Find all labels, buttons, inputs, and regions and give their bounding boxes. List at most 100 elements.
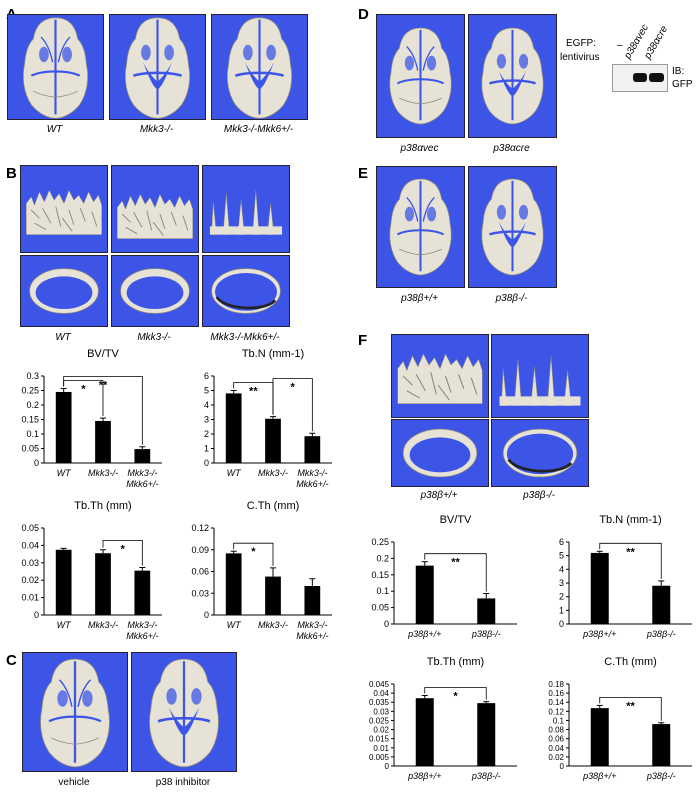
y-tick-label: 0	[34, 610, 39, 620]
y-tick-label: 0.16	[548, 689, 564, 698]
y-tick-label: 0	[204, 610, 209, 620]
panel-f-letter: F	[358, 332, 368, 349]
panel-d-image-cre	[468, 14, 557, 138]
chart-f-tbth: Tb.Th (mm)00.0050.010.0150.020.0250.030.…	[369, 656, 517, 781]
y-tick-label: 0.2	[376, 553, 389, 563]
panel-d-caption-vec: p38αvec	[400, 143, 439, 154]
panel-f-cortical-ko	[491, 419, 589, 487]
panel-a-caption-mkk3: Mkk3-/-	[139, 124, 174, 135]
panel-f-cortical-wt	[391, 419, 489, 487]
y-tick-label: 0.15	[371, 570, 389, 580]
panel-c-image-vehicle	[22, 652, 128, 772]
significance-bracket	[424, 687, 487, 700]
y-tick-label: 6	[559, 537, 564, 547]
y-tick-label: 0	[560, 762, 565, 771]
chart-b-tbth: Tb.Th (mm) 0 0.01 0.02 0.03 0.04 0.05 WT Mkk3-/-…	[21, 500, 162, 641]
panel-b-caption-mkk3-mkk6: Mkk3-/-Mkk6+/-	[210, 332, 280, 343]
panel-b-cortical-mkk3-mkk6	[202, 255, 290, 327]
y-tick-label: 3	[204, 415, 209, 425]
x-tick-label: Mkk3-/-	[88, 620, 118, 630]
y-tick-label: 0.14	[548, 698, 564, 707]
panel-f-trabecular-wt	[391, 334, 489, 418]
panel-b-trabecular-mkk3-mkk6	[202, 165, 290, 253]
panel-b-trabecular-mkk3	[111, 165, 199, 253]
blot-ib-label-1: IB:	[672, 66, 685, 77]
bar	[304, 586, 321, 615]
chart-f-cth: C.Th (mm)00.020.040.060.080.10.120.140.1…	[548, 656, 692, 781]
chart-b-cth: C.Th (mm) 0 0.03 0.06 0.09 0.12 WT Mkk3-/- Mkk3-…	[191, 500, 332, 641]
y-tick-label: 0.06	[548, 735, 564, 744]
significance-bracket	[272, 378, 313, 432]
bar	[652, 724, 671, 766]
panel-a-image-mkk3	[109, 14, 206, 120]
y-tick-label: 0	[559, 619, 564, 629]
y-tick-label: 2	[204, 429, 209, 439]
significance-bracket	[599, 697, 662, 721]
blot-band-cre	[649, 73, 664, 82]
y-tick-label: 0.01	[21, 593, 39, 603]
significance-label: *	[291, 382, 296, 394]
bar	[134, 449, 151, 463]
x-tick-label: Mkk6+/-	[296, 631, 328, 641]
y-tick-label: 0.08	[548, 726, 564, 735]
x-tick-label: p38β-/-	[471, 629, 501, 639]
y-tick-label: 0.25	[371, 537, 389, 547]
x-tick-label: p38β-/-	[646, 771, 676, 781]
x-tick-label: WT	[227, 620, 242, 630]
y-tick-label: 0.04	[373, 689, 389, 698]
bar	[304, 436, 321, 463]
x-tick-label: WT	[57, 468, 72, 478]
y-tick-label: 0.09	[191, 545, 209, 555]
panel-a-caption-mkk3-mkk6: Mkk3-/-Mkk6+/-	[223, 124, 294, 135]
bar	[590, 552, 609, 624]
x-tick-label: p38β+/+	[407, 629, 441, 639]
y-tick-label: 0.035	[369, 698, 390, 707]
blot-membrane	[612, 64, 668, 92]
significance-bracket	[63, 376, 143, 445]
significance-label: **	[99, 379, 108, 391]
y-tick-label: 0.12	[191, 523, 209, 533]
y-tick-label: 0.03	[191, 588, 209, 598]
x-tick-label: Mkk3-/-	[258, 620, 288, 630]
significance-label: *	[453, 690, 458, 702]
bar	[225, 393, 242, 463]
y-tick-label: 6	[204, 371, 209, 381]
chart-f-bvtv: BV/TV 0 0.05 0.1 0.15 0.2 0.25 p38β+/+ p38β-/- **	[371, 514, 517, 639]
y-tick-label: 4	[559, 564, 564, 574]
x-tick-label: Mkk3-/-	[297, 620, 327, 630]
panel-a-caption-wt: WT	[46, 124, 63, 135]
y-tick-label: 0.05	[371, 603, 389, 613]
chart-title: C.Th (mm)	[604, 656, 657, 668]
significance-label: *	[81, 383, 86, 395]
y-tick-label: 0.06	[191, 567, 209, 577]
x-tick-label: Mkk3-/-	[88, 468, 118, 478]
bar	[134, 570, 151, 615]
panel-f-trabecular-ko	[491, 334, 589, 418]
chart-title: Tb.N (mm-1)	[599, 514, 661, 526]
significance-bracket	[102, 539, 143, 566]
y-tick-label: 0	[384, 619, 389, 629]
panel-b-caption-wt: WT	[55, 332, 71, 343]
x-tick-label: Mkk6+/-	[126, 479, 158, 489]
bar	[415, 698, 434, 766]
chart-title: BV/TV	[440, 514, 472, 526]
y-tick-label: 0.05	[21, 444, 39, 454]
panel-e-image-wt	[376, 166, 465, 288]
chart-f-tbn: Tb.N (mm-1) 0 1 2 3 4 5 6 p38β+/+ p38β-/- **	[559, 514, 692, 639]
y-tick-label: 3	[559, 578, 564, 588]
x-tick-label: Mkk6+/-	[296, 479, 328, 489]
significance-label: *	[251, 546, 256, 558]
bar	[55, 549, 72, 615]
chart-title: Tb.Th (mm)	[74, 500, 131, 512]
x-tick-label: Mkk3-/-	[127, 620, 157, 630]
y-tick-label: 0.15	[21, 415, 39, 425]
y-tick-label: 0.005	[369, 753, 390, 762]
y-tick-label: 0.03	[21, 558, 39, 568]
blot-ib-label-2: GFP	[672, 79, 693, 90]
bar	[477, 598, 496, 624]
bar	[95, 553, 111, 615]
panel-d-letter: D	[358, 6, 369, 23]
y-tick-label: 0.01	[373, 744, 389, 753]
y-tick-label: 0.25	[21, 386, 39, 396]
